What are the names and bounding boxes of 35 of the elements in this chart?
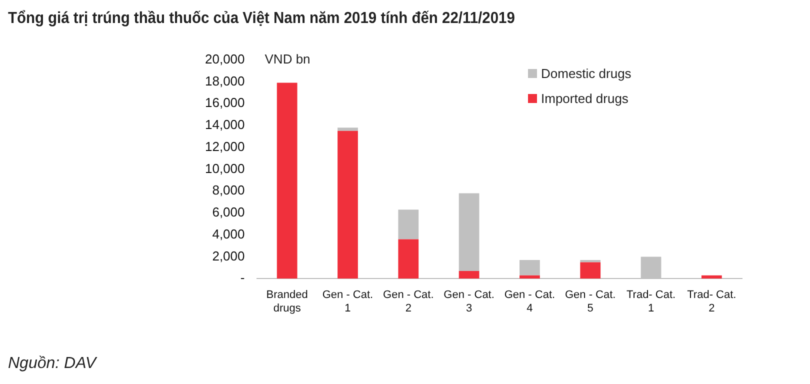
bar <box>458 193 480 271</box>
y-tick-label: 4,000 <box>212 226 245 242</box>
chart-title: Tổng giá trị trúng thầu thuốc của Việt Nam năm 2019 tính đến 22/11/2019 <box>8 9 516 29</box>
y-tick-label: 8,000 <box>212 182 245 198</box>
x-tick-label: Gen - Cat. 1 <box>322 289 374 314</box>
y-tick-label: 6,000 <box>212 204 245 220</box>
x-tick-label: Gen - Cat. 2 <box>383 289 434 314</box>
bar <box>398 210 419 240</box>
y-tick-label: 18,000 <box>204 73 245 88</box>
text: Nguồn: DAV <box>8 355 98 373</box>
bar <box>520 260 540 276</box>
x-tick-label: Gen - Cat. 5 <box>564 289 616 314</box>
y-tick-label: - <box>240 270 245 286</box>
y-tick-label: 2,000 <box>212 248 245 264</box>
x-tick-label: Branded drugs <box>266 289 308 314</box>
x-tick-label: Trad- Cat. 1 <box>626 289 676 314</box>
legend-label: Imported drugs <box>541 91 628 106</box>
x-tick-label: Gen - Cat. 4 <box>504 289 556 314</box>
y-tick-label: 14,000 <box>204 117 245 132</box>
x-tick-label: Trad- Cat. 2 <box>687 289 736 314</box>
y-tick-label: 20,000 <box>204 51 245 66</box>
bar <box>276 82 298 279</box>
bar <box>338 128 358 131</box>
bar <box>458 270 480 279</box>
legend-label: Domestic drugs <box>541 66 632 81</box>
bar <box>338 130 358 279</box>
y-axis-title: VND bn <box>264 51 310 66</box>
bar <box>520 275 540 279</box>
x-tick-label: Gen - Cat. 3 <box>444 289 494 314</box>
y-tick-label: 12,000 <box>204 138 245 154</box>
bar <box>580 262 601 279</box>
y-tick-label: 10,000 <box>204 160 245 176</box>
y-tick-label: 16,000 <box>204 95 245 110</box>
bar <box>398 239 419 279</box>
bar <box>701 275 722 279</box>
